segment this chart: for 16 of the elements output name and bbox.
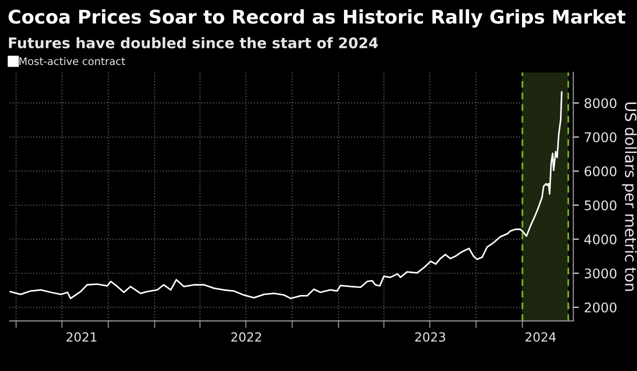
y-axis-title: US dollars per metric ton xyxy=(622,102,637,291)
y-tick-label: 2000 xyxy=(584,302,616,312)
chart-title: Cocoa Prices Soar to Record as Historic Rally Grips Market xyxy=(8,9,626,28)
line-series xyxy=(10,91,562,300)
y-tick-label: 8000 xyxy=(584,98,616,108)
y-tick-label: 5000 xyxy=(584,200,616,210)
x-tick-label: 2023 xyxy=(415,332,446,342)
x-tick-label: 2021 xyxy=(66,332,96,342)
x-tick-label: 2022 xyxy=(231,332,261,342)
y-tick-label: 7000 xyxy=(584,132,616,142)
y-tick-label: 4000 xyxy=(584,234,616,244)
x-tick-label: 2024 xyxy=(526,332,556,342)
chart-subtitle: Futures have doubled since the start of 2024 xyxy=(8,37,378,48)
legend-label: Most-active contract xyxy=(20,57,126,66)
y-tick-label: 3000 xyxy=(584,268,616,278)
y-tick-label: 6000 xyxy=(584,166,616,176)
